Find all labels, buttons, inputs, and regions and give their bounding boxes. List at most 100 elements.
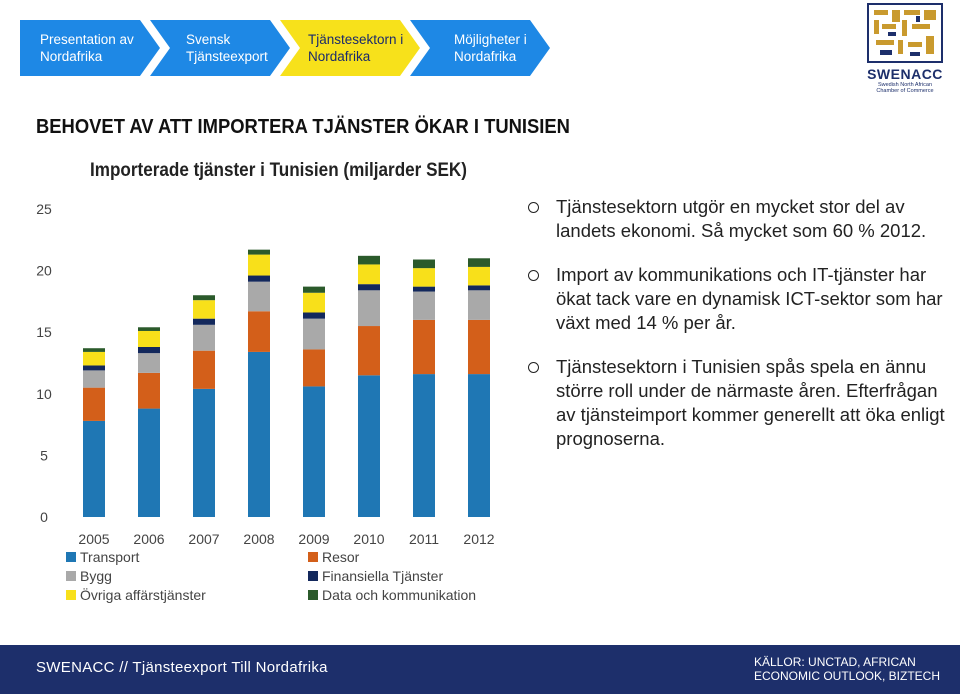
section-nav: Presentation av Nordafrika Svensk Tjänst… — [20, 20, 550, 76]
bar-segment-finansiella-tjänster — [138, 346, 160, 354]
bar-segment-resor — [193, 350, 215, 389]
bar-segment-data-och-kommunikation — [358, 255, 380, 265]
legend-label: Data och kommunikation — [322, 587, 476, 603]
bar-segment-finansiella-tjänster — [468, 285, 490, 291]
bullet-item: Tjänstesektorn utgör en mycket stor del … — [524, 195, 949, 243]
bar-segment-övriga-affärstjänster — [138, 330, 160, 347]
bar-segment-transport — [413, 374, 435, 517]
y-tick-label: 25 — [36, 201, 52, 217]
legend-label: Finansiella Tjänster — [322, 568, 443, 584]
bar-segment-finansiella-tjänster — [248, 275, 270, 282]
bar-segment-resor — [303, 349, 325, 387]
bar-segment-transport — [193, 388, 215, 517]
bar-segment-övriga-affärstjänster — [83, 351, 105, 366]
bullet-circle-icon — [528, 202, 539, 213]
nav-chevron-shape — [150, 20, 290, 76]
nav-item-presentation[interactable]: Presentation av Nordafrika — [20, 20, 160, 76]
y-tick-label: 20 — [36, 263, 52, 279]
y-tick-label: 0 — [40, 509, 48, 525]
footer-source-line: KÄLLOR: UNCTAD, AFRICAN — [754, 655, 916, 669]
bar-segment-transport — [303, 386, 325, 517]
nav-chevron-shape — [280, 20, 420, 76]
bullet-text: Tjänstesektorn utgör en mycket stor del … — [556, 196, 927, 241]
page-title: BEHOVET AV ATT IMPORTERA TJÄNSTER ÖKAR I… — [36, 116, 570, 138]
footer-sources: KÄLLOR: UNCTAD, AFRICAN ECONOMIC OUTLOOK… — [754, 655, 940, 683]
swenacc-logo: SWENACC Swedish North African Chamber of… — [866, 2, 944, 94]
footer-source-line: ECONOMIC OUTLOOK, BIZTECH — [754, 669, 941, 683]
bar-segment-bygg — [248, 281, 270, 312]
bar-segment-resor — [138, 372, 160, 409]
bar-segment-resor — [413, 319, 435, 375]
legend-swatch — [66, 590, 76, 600]
bar-segment-övriga-affärstjänster — [358, 264, 380, 285]
bullet-circle-icon — [528, 270, 539, 281]
bar-segment-övriga-affärstjänster — [303, 292, 325, 313]
nav-item-label: Tjänstesektorn i Nordafrika — [308, 32, 404, 64]
legend-label: Övriga affärstjänster — [80, 586, 206, 603]
bar-segment-bygg — [193, 324, 215, 351]
x-tick-label: 2006 — [133, 531, 164, 547]
legend-swatch — [66, 571, 76, 581]
footer-bar: SWENACC // Tjänsteexport Till Nordafrika… — [0, 645, 960, 694]
bullet-text: Import av kommunikations och IT-tjänster… — [556, 264, 943, 333]
legend-label: Bygg — [80, 568, 112, 584]
logo-subtitle: Swedish North African Chamber of Commerc… — [876, 82, 934, 94]
nav-item-tjanstesektorn[interactable]: Tjänstesektorn i Nordafrika — [280, 20, 420, 76]
bar-segment-data-och-kommunikation — [468, 258, 490, 267]
stacked-bar-chart: 0 5 10 15 20 25 2005 2006 2007 2008 2009 2010 2011 20… — [36, 201, 495, 603]
legend-swatch — [308, 571, 318, 581]
bar-segment-data-och-kommunikation — [413, 259, 435, 269]
bar-segment-finansiella-tjänster — [303, 312, 325, 319]
bar-segment-data-och-kommunikation — [138, 327, 160, 331]
bar-segment-finansiella-tjänster — [83, 365, 105, 371]
bar-segment-resor — [83, 387, 105, 421]
bar-segment-data-och-kommunikation — [303, 286, 325, 293]
bar-segment-data-och-kommunikation — [83, 348, 105, 352]
nav-item-label: Presentation av Nordafrika — [40, 32, 134, 64]
bullet-circle-icon — [528, 362, 539, 373]
bar-segment-finansiella-tjänster — [413, 286, 435, 292]
bar-segment-finansiella-tjänster — [358, 284, 380, 291]
bar-segment-övriga-affärstjänster — [193, 300, 215, 319]
nav-chevron-shape — [410, 20, 550, 76]
bar-segment-resor — [248, 311, 270, 352]
bullet-item: Import av kommunikations och IT-tjänster… — [524, 263, 949, 335]
legend-swatch — [308, 590, 318, 600]
footer-brand: SWENACC // Tjänsteexport Till Nordafrika — [36, 659, 328, 676]
bar-segment-transport — [248, 351, 270, 517]
legend-label: Resor — [322, 549, 360, 565]
chart-title: Importerade tjänster i Tunisien (miljard… — [90, 160, 467, 181]
bullet-text: Tjänstesektorn i Tunisien spås spela en … — [556, 356, 945, 449]
bar-segment-resor — [358, 326, 380, 376]
bar-segment-data-och-kommunikation — [193, 295, 215, 301]
legend-swatch — [308, 552, 318, 562]
bar-segment-bygg — [413, 291, 435, 320]
nav-item-label: Svensk Tjänsteexport — [186, 32, 268, 64]
bar-segment-transport — [83, 420, 105, 517]
bar-segment-finansiella-tjänster — [193, 318, 215, 325]
x-tick-label: 2007 — [188, 531, 219, 547]
bar-segment-transport — [138, 408, 160, 517]
bar-segment-data-och-kommunikation — [248, 249, 270, 255]
y-tick-label: 15 — [36, 324, 52, 340]
bar-segment-transport — [468, 374, 490, 517]
bar-segment-bygg — [468, 290, 490, 320]
y-tick-label: 5 — [40, 447, 48, 463]
nav-item-label: Möjligheter i Nordafrika — [454, 32, 527, 64]
bar-segment-övriga-affärstjänster — [413, 268, 435, 287]
logo-wordmark: SWENACC — [867, 66, 943, 82]
x-tick-label: 2010 — [353, 531, 384, 547]
nav-item-mojligheter[interactable]: Möjligheter i Nordafrika — [410, 20, 550, 76]
bar-segment-bygg — [303, 318, 325, 350]
bullet-list: Tjänstesektorn utgör en mycket stor del … — [524, 195, 949, 471]
arabic-calligraphy-logo-icon — [867, 3, 943, 63]
legend-label: Transport — [80, 549, 140, 565]
bar-segment-resor — [468, 319, 490, 375]
bar-segment-bygg — [83, 370, 105, 388]
bar-segment-bygg — [138, 353, 160, 373]
y-tick-label: 10 — [36, 386, 52, 402]
nav-item-svensk-tjansteexport[interactable]: Svensk Tjänsteexport — [150, 20, 290, 76]
legend-swatch — [66, 552, 76, 562]
bar-segment-övriga-affärstjänster — [468, 266, 490, 286]
bar-segment-transport — [358, 375, 380, 517]
